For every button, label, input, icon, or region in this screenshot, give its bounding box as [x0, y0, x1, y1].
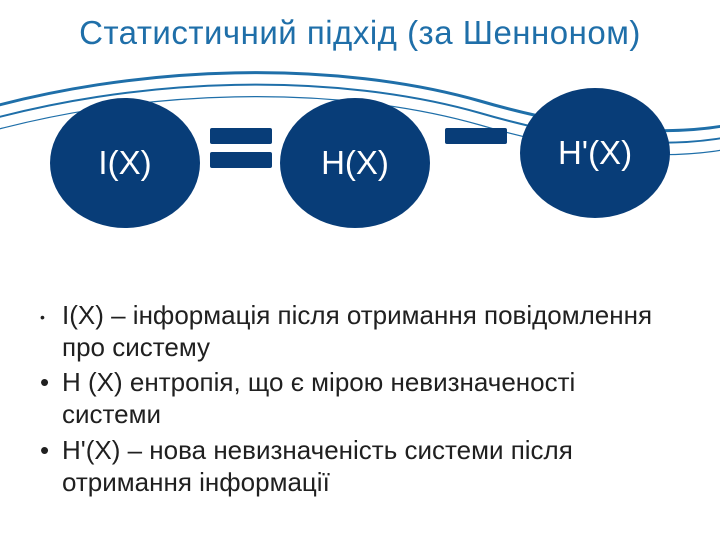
node-label: I(X): [98, 146, 151, 181]
equals-bar-bottom: [210, 152, 272, 168]
bullet-item: • I(X) – інформація після отримання пові…: [40, 300, 680, 363]
bullet-item: • H (X) ентропія, що є мірою невизначено…: [40, 367, 680, 430]
bullet-item: • H'(X) – нова невизначеність системи пі…: [40, 435, 680, 498]
node-hx: H(X): [280, 98, 430, 228]
bullet-text: I(X) – інформація після отримання повідо…: [62, 300, 652, 362]
operator-minus: [445, 128, 507, 144]
slide-title: Статистичний підхід (за Шенноном): [0, 14, 720, 52]
operator-equals: [210, 128, 272, 168]
node-ix: I(X): [50, 98, 200, 228]
bullet-list: • I(X) – інформація після отримання пові…: [40, 300, 680, 502]
node-label: H(X): [321, 146, 389, 181]
minus-bar: [445, 128, 507, 144]
equation-diagram: I(X) H(X) H'(X): [0, 88, 720, 248]
bullet-marker: •: [40, 367, 49, 399]
bullet-marker: •: [40, 435, 49, 467]
node-label: H'(X): [558, 136, 632, 171]
node-hprimex: H'(X): [520, 88, 670, 218]
bullet-text: H (X) ентропія, що є мірою невизначеност…: [62, 367, 575, 429]
equals-bar-top: [210, 128, 272, 144]
bullet-marker: •: [40, 309, 45, 326]
bullet-text: H'(X) – нова невизначеність системи післ…: [62, 435, 573, 497]
